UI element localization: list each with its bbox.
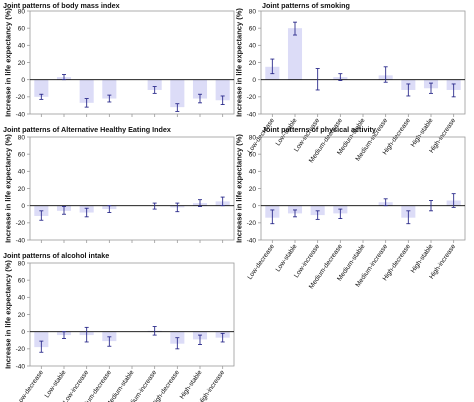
- bar-low-decrease: [34, 331, 49, 348]
- x-tick-label: Low-decrease: [15, 369, 45, 402]
- x-tick-label: High-stable: [410, 243, 435, 275]
- bar-high-decrease: [170, 79, 185, 108]
- bar-high-increase: [215, 79, 230, 101]
- x-tick-label: Low-stable: [44, 369, 68, 399]
- y-tick-label: -40: [16, 237, 26, 244]
- x-tick-label: Low-decrease: [246, 243, 276, 281]
- y-tick-label: 0: [21, 329, 25, 336]
- y-tick-label: 80: [18, 134, 26, 141]
- y-tick-label: -20: [247, 220, 257, 227]
- y-tick-label: 20: [249, 186, 257, 193]
- bar-low-increase: [79, 79, 94, 103]
- plot-frame: [29, 136, 235, 241]
- y-tick-label: 40: [249, 169, 257, 176]
- y-tick-label: 40: [18, 169, 26, 176]
- x-tick-label: High-stable: [179, 369, 204, 401]
- y-axis-label: Increase in life expectancy (%): [3, 259, 13, 369]
- chart-title: Joint patterns of alcohol intake: [3, 251, 109, 260]
- y-tick-label: 0: [252, 203, 256, 210]
- y-axis-label: Increase in life expectancy (%): [3, 133, 13, 243]
- y-tick-label: 40: [18, 295, 26, 302]
- plot-frame: [29, 262, 235, 367]
- y-tick-label: -40: [247, 111, 257, 118]
- bar-low-stable: [287, 28, 303, 80]
- y-tick-label: -20: [247, 94, 257, 101]
- y-tick-label: -40: [247, 237, 257, 244]
- chart-title: Joint patterns of physical activity: [262, 125, 376, 134]
- y-tick-label: 20: [18, 312, 26, 319]
- chart-title: Joint patterns of body mass index: [3, 1, 120, 10]
- y-tick-label: -20: [16, 346, 26, 353]
- y-tick-label: 0: [21, 203, 25, 210]
- y-tick-label: 20: [18, 60, 26, 67]
- chart-panel-2: Joint patterns of smoking -40 -20 0 20 40 60 80…: [246, 1, 466, 164]
- y-tick-label: 60: [18, 277, 26, 284]
- chart-panel-3: Joint patterns of Alternative Healthy Ea…: [3, 125, 235, 244]
- y-tick-label: 0: [21, 77, 25, 84]
- chart-panel-1: Joint patterns of body mass index -40 -20 0…: [3, 1, 235, 118]
- y-tick-label: 80: [249, 134, 257, 141]
- y-tick-label: 80: [18, 8, 26, 15]
- y-tick-label: 80: [18, 260, 26, 267]
- y-tick-label: -20: [16, 220, 26, 227]
- y-axis-label: Increase in life expectancy (%): [234, 7, 244, 117]
- y-tick-label: -20: [16, 94, 26, 101]
- y-tick-label: 60: [249, 151, 257, 158]
- plot-frame: [29, 10, 235, 115]
- y-tick-label: 60: [249, 25, 257, 32]
- y-tick-label: 20: [18, 186, 26, 193]
- x-tick-label: High-stable: [410, 117, 435, 149]
- y-tick-label: 80: [249, 8, 257, 15]
- y-axis-label: Increase in life expectancy (%): [234, 133, 244, 243]
- y-tick-label: 40: [249, 43, 257, 50]
- y-tick-label: 60: [18, 151, 26, 158]
- y-tick-label: -40: [16, 111, 26, 118]
- y-tick-label: 60: [18, 25, 26, 32]
- y-tick-label: -40: [16, 363, 26, 370]
- chart-panel-5: Joint patterns of alcohol intake -40 -20 0 2…: [3, 251, 235, 402]
- y-axis-label: Increase in life expectancy (%): [3, 7, 13, 117]
- y-tick-label: 0: [252, 77, 256, 84]
- x-tick-label: Low-stable: [275, 243, 299, 273]
- chart-title: Joint patterns of Alternative Healthy Ea…: [3, 125, 171, 134]
- chart-title: Joint patterns of smoking: [262, 1, 350, 10]
- bar-medium-increase: [147, 79, 162, 90]
- bar-medium-decrease: [102, 79, 117, 99]
- y-tick-label: 40: [18, 43, 26, 50]
- bar-low-decrease: [34, 79, 49, 97]
- y-tick-label: 20: [249, 60, 257, 67]
- bar-high-stable: [192, 79, 208, 99]
